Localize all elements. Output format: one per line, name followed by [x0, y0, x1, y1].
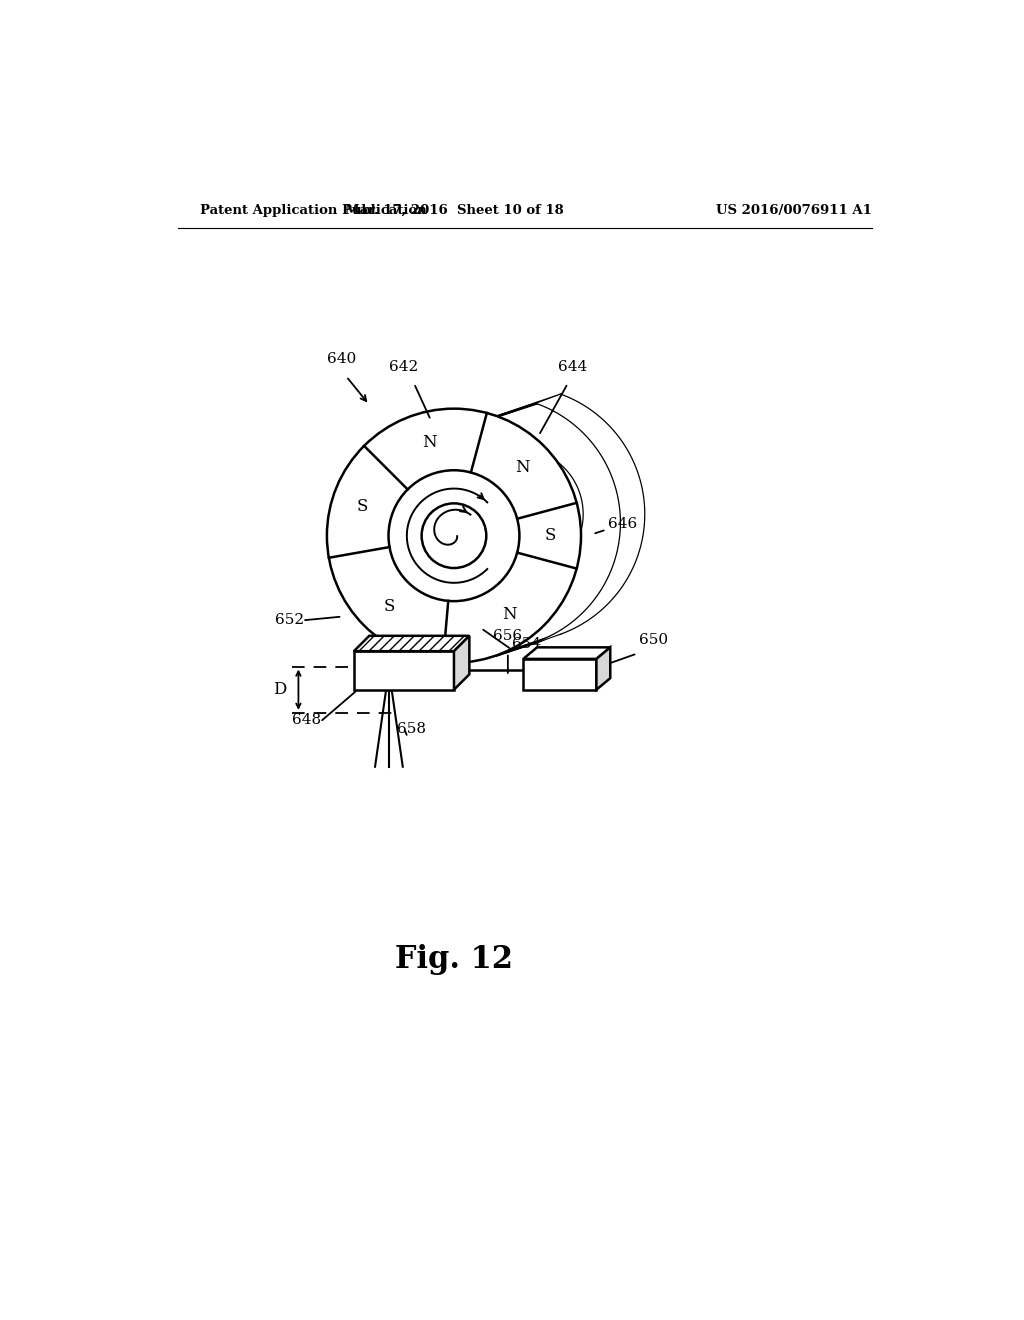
Text: 642: 642: [389, 360, 419, 374]
Text: S: S: [383, 598, 394, 615]
Text: 652: 652: [274, 614, 304, 627]
Polygon shape: [354, 651, 454, 689]
Polygon shape: [596, 647, 610, 689]
Text: 646: 646: [608, 517, 637, 531]
Circle shape: [388, 470, 519, 601]
Text: S: S: [356, 498, 368, 515]
Text: 644: 644: [558, 360, 587, 374]
Polygon shape: [516, 453, 583, 585]
Text: US 2016/0076911 A1: US 2016/0076911 A1: [716, 205, 871, 218]
Text: D: D: [272, 681, 286, 698]
Text: Fig. 12: Fig. 12: [395, 944, 513, 974]
Text: N: N: [422, 434, 436, 451]
Text: S: S: [545, 527, 556, 544]
Text: 658: 658: [397, 722, 426, 737]
Text: Patent Application Publication: Patent Application Publication: [200, 205, 427, 218]
Text: 640: 640: [327, 352, 356, 367]
Polygon shape: [523, 659, 596, 689]
Polygon shape: [523, 647, 610, 659]
Text: 650: 650: [639, 634, 668, 647]
Text: N: N: [515, 459, 529, 477]
Text: 654: 654: [512, 638, 541, 651]
Text: 648: 648: [293, 714, 322, 727]
Circle shape: [422, 503, 486, 568]
Text: 656: 656: [494, 630, 522, 644]
Circle shape: [327, 409, 581, 663]
Text: N: N: [502, 606, 516, 623]
Polygon shape: [354, 636, 469, 651]
Polygon shape: [454, 636, 469, 689]
Polygon shape: [538, 395, 644, 642]
Text: Mar. 17, 2016  Sheet 10 of 18: Mar. 17, 2016 Sheet 10 of 18: [345, 205, 563, 218]
